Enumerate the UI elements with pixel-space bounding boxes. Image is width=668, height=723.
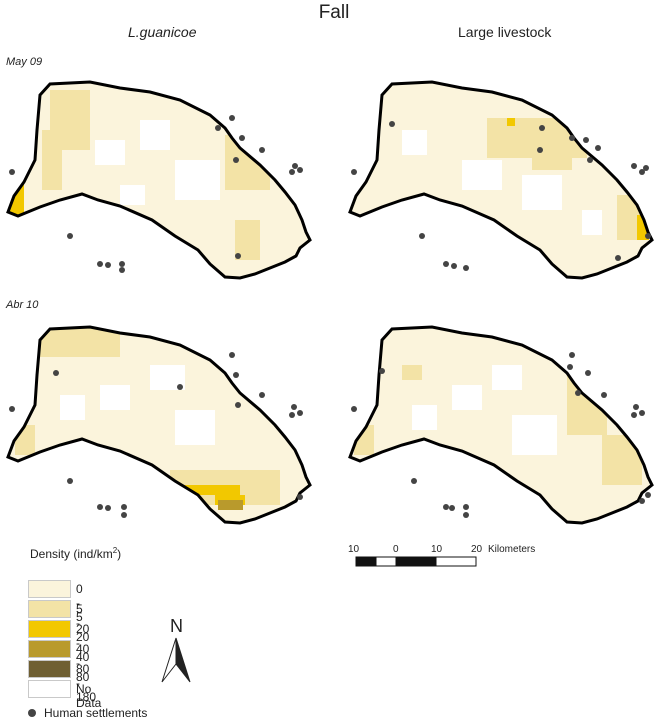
no-data-patch [522, 175, 562, 210]
scale-tick-label: 10 [348, 544, 360, 555]
no-data-patch [582, 210, 602, 235]
legend-swatch [28, 640, 71, 658]
density-20-40-patch [507, 118, 515, 126]
no-data-patch [175, 410, 215, 445]
density-5-20-patch [532, 150, 572, 170]
scale-tick-label: 10 [431, 544, 443, 555]
map-guanicoe-may09 [6, 80, 312, 280]
north-arrow-icon: N [161, 616, 191, 683]
legend-swatch [28, 620, 71, 638]
legend-label: Human settlements [44, 706, 148, 720]
density-5-20-patch [15, 425, 35, 455]
map-guanicoe-abr10 [6, 325, 312, 525]
legend-label: 5 - 20 [76, 602, 90, 644]
no-data-patch [120, 185, 145, 205]
settlement-dot-icon [28, 709, 36, 717]
legend-title: Density (ind/km2) [30, 546, 122, 561]
scale-tick-label: 20 [471, 544, 483, 555]
scale-tick-label: 0 [393, 544, 399, 555]
scale-bar: 10 0 10 20 Kilometers [348, 544, 535, 567]
density-40-80-patch [218, 500, 243, 510]
density-5-20-patch [42, 130, 62, 190]
figure-title: Fall [318, 2, 350, 23]
human-settlements [9, 115, 303, 273]
legend-label: 40 - 80 [76, 642, 90, 684]
legend-swatch [28, 680, 71, 698]
no-data-patch [175, 160, 220, 200]
north-label: N [170, 616, 183, 636]
no-data-patch [512, 415, 557, 455]
legend-label: No Data [76, 682, 102, 710]
column-heading-guanicoe: L.guanicoe [128, 24, 197, 40]
no-data-patch [100, 385, 130, 410]
human-settlements [351, 121, 651, 271]
legend-label: 0 - 5 [76, 582, 83, 624]
legend-label: 20 - 40 [76, 622, 90, 664]
no-data-patch [60, 395, 85, 420]
no-data-patch [462, 160, 502, 190]
legend-swatch [28, 580, 71, 598]
map-livestock-may09 [348, 80, 654, 280]
density-5-20-patch [225, 135, 270, 190]
no-data-patch [452, 385, 482, 410]
column-heading-livestock: Large livestock [458, 24, 552, 40]
legend-label: 80 - 180 [76, 662, 97, 704]
row-label-may09: May 09 [6, 56, 43, 68]
density-20-40-patch [180, 485, 240, 495]
density-5-20-patch [40, 327, 120, 357]
legend-item-settlements: Human settlements [28, 706, 148, 720]
no-data-patch [412, 405, 437, 430]
no-data-patch [492, 365, 522, 390]
no-data-patch [140, 120, 170, 150]
map-livestock-abr10 [348, 325, 654, 525]
row-label-abr10: Abr 10 [6, 299, 39, 311]
legend-swatch [28, 660, 71, 678]
density-5-20-patch [602, 435, 642, 485]
legend-swatch [28, 600, 71, 618]
no-data-patch [402, 130, 427, 155]
no-data-patch [95, 140, 125, 165]
human-settlements [9, 352, 303, 518]
human-settlements [351, 352, 651, 518]
density-5-20-patch [402, 365, 422, 380]
scale-unit: Kilometers [488, 544, 535, 555]
